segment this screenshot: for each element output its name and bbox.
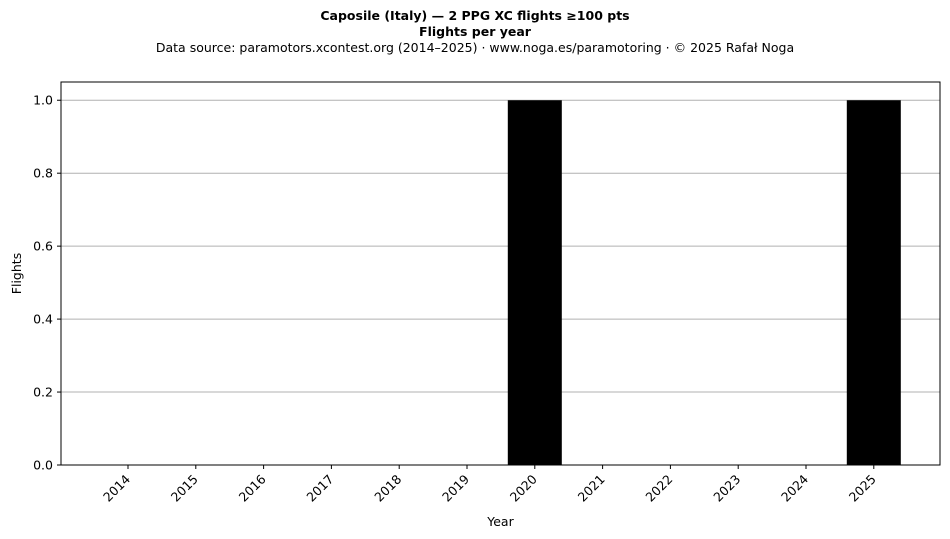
x-tick-label: 2023 bbox=[710, 472, 743, 505]
chart-subtitle: Flights per year bbox=[419, 24, 531, 39]
y-tick-label: 0.0 bbox=[33, 458, 53, 473]
x-tick-label: 2018 bbox=[371, 471, 404, 504]
bars bbox=[507, 100, 901, 465]
x-tick-label: 2017 bbox=[303, 472, 336, 505]
x-tick-label: 2016 bbox=[236, 471, 269, 504]
chart-header: Caposile (Italy) — 2 PPG XC flights ≥100… bbox=[0, 8, 950, 56]
y-axis-label: Flights bbox=[9, 253, 24, 294]
y-tick-label: 0.4 bbox=[33, 312, 53, 327]
data-source-note: Data source: paramotors.xcontest.org (20… bbox=[155, 40, 795, 55]
x-tick-label: 2022 bbox=[642, 472, 675, 505]
y-tick-label: 0.6 bbox=[33, 239, 53, 254]
x-tick-label: 2014 bbox=[100, 471, 133, 504]
bar-2020 bbox=[507, 100, 562, 465]
x-tick-label: 2019 bbox=[439, 471, 472, 504]
bar-2025 bbox=[846, 100, 901, 465]
y-tick-label: 1.0 bbox=[33, 93, 53, 108]
x-tick-label: 2025 bbox=[846, 472, 879, 505]
x-tick-label: 2020 bbox=[507, 471, 540, 504]
plot-frame bbox=[60, 81, 941, 466]
chart-title: Caposile (Italy) — 2 PPG XC flights ≥100… bbox=[320, 8, 630, 23]
x-tick-label: 2024 bbox=[778, 471, 811, 504]
y-tick-label: 0.8 bbox=[33, 166, 53, 181]
x-tick-label: 2021 bbox=[575, 472, 608, 505]
y-tick-label: 0.2 bbox=[33, 385, 53, 400]
y-axis-ticks: 0.0 0.2 0.4 0.6 0.8 1.0 bbox=[33, 93, 61, 473]
x-tick-label: 2015 bbox=[168, 472, 201, 505]
x-axis-ticks: 2014 2015 2016 2017 2018 2019 2020 2021 2022 2023… bbox=[100, 465, 879, 505]
x-axis-label: Year bbox=[486, 514, 514, 529]
grid-lines bbox=[61, 99, 940, 393]
